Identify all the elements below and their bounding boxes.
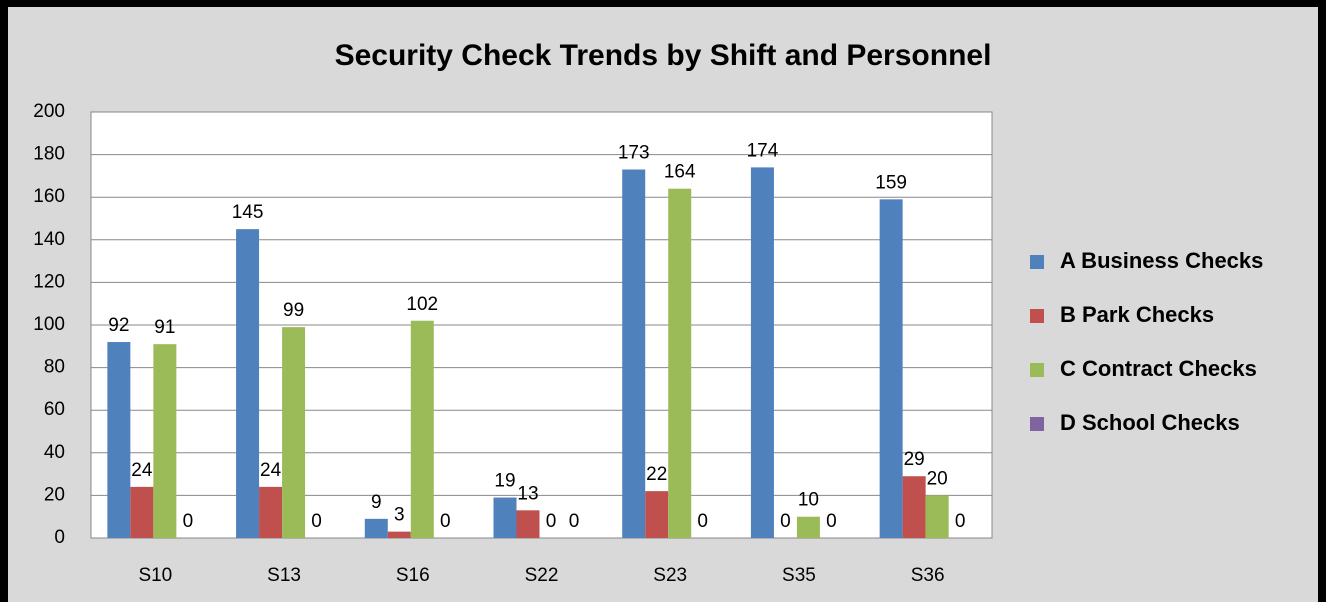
value-label: 173	[618, 143, 650, 164]
y-tick-label: 180	[33, 144, 65, 165]
bar	[902, 476, 926, 538]
value-label: 174	[747, 140, 779, 161]
bar	[925, 495, 949, 538]
chart-title: Security Check Trends by Shift and Perso…	[335, 39, 992, 72]
y-tick-label: 160	[33, 186, 65, 207]
legend-label: C Contract Checks	[1060, 356, 1257, 381]
legend-swatch	[1030, 309, 1044, 323]
bar	[364, 518, 388, 538]
value-label: 10	[798, 490, 819, 511]
value-label: 0	[569, 511, 580, 532]
value-label: 20	[927, 468, 948, 489]
value-label: 92	[108, 315, 129, 336]
bar	[387, 531, 411, 538]
value-label: 0	[955, 511, 966, 532]
x-tick-label: S23	[653, 565, 687, 586]
value-label: 0	[183, 511, 194, 532]
value-label: 22	[646, 464, 667, 485]
value-label: 29	[904, 449, 925, 470]
bar	[130, 486, 154, 538]
value-label: 91	[154, 317, 175, 338]
legend-swatch	[1030, 255, 1044, 269]
value-label: 0	[311, 511, 322, 532]
x-tick-label: S35	[782, 565, 816, 586]
value-label: 13	[517, 483, 538, 504]
y-tick-label: 80	[44, 357, 65, 378]
x-tick-label: S36	[911, 565, 945, 586]
y-tick-label: 40	[44, 442, 65, 463]
bar	[493, 497, 517, 538]
value-label: 3	[394, 505, 405, 526]
legend-label: B Park Checks	[1060, 302, 1214, 327]
bar	[259, 486, 283, 538]
y-tick-label: 60	[44, 399, 65, 420]
x-tick-label: S10	[138, 565, 172, 586]
value-label: 164	[664, 162, 696, 183]
value-label: 0	[780, 511, 791, 532]
value-label: 99	[283, 300, 304, 321]
value-label: 9	[371, 492, 382, 513]
value-label: 24	[131, 460, 153, 481]
bar	[410, 320, 434, 538]
value-label: 19	[494, 471, 515, 492]
x-tick-label: S22	[525, 565, 559, 586]
y-tick-label: 200	[33, 101, 65, 122]
bar	[668, 188, 692, 538]
x-tick-label: S13	[267, 565, 301, 586]
bar	[282, 327, 306, 538]
bar	[879, 199, 903, 538]
bar	[516, 510, 540, 538]
value-label: 0	[546, 511, 557, 532]
y-tick-label: 100	[33, 314, 65, 335]
value-label: 0	[697, 511, 708, 532]
y-tick-label: 20	[44, 484, 65, 505]
bar	[153, 344, 177, 538]
value-label: 102	[406, 294, 438, 315]
x-tick-label: S16	[396, 565, 430, 586]
legend-label: A Business Checks	[1060, 248, 1263, 273]
bar	[796, 516, 820, 538]
y-tick-label: 140	[33, 229, 65, 250]
bar	[107, 342, 131, 538]
legend-swatch	[1030, 417, 1044, 431]
value-label: 145	[232, 202, 264, 223]
value-label: 0	[440, 511, 451, 532]
y-tick-label: 120	[33, 271, 65, 292]
legend-label: D School Checks	[1060, 410, 1240, 435]
bar	[622, 169, 646, 538]
bar	[645, 491, 669, 538]
value-label: 0	[826, 511, 837, 532]
y-tick-label: 0	[54, 527, 65, 548]
value-label: 159	[875, 172, 907, 193]
bar	[750, 167, 774, 538]
bar	[236, 229, 260, 538]
value-label: 24	[260, 460, 282, 481]
legend-swatch	[1030, 363, 1044, 377]
